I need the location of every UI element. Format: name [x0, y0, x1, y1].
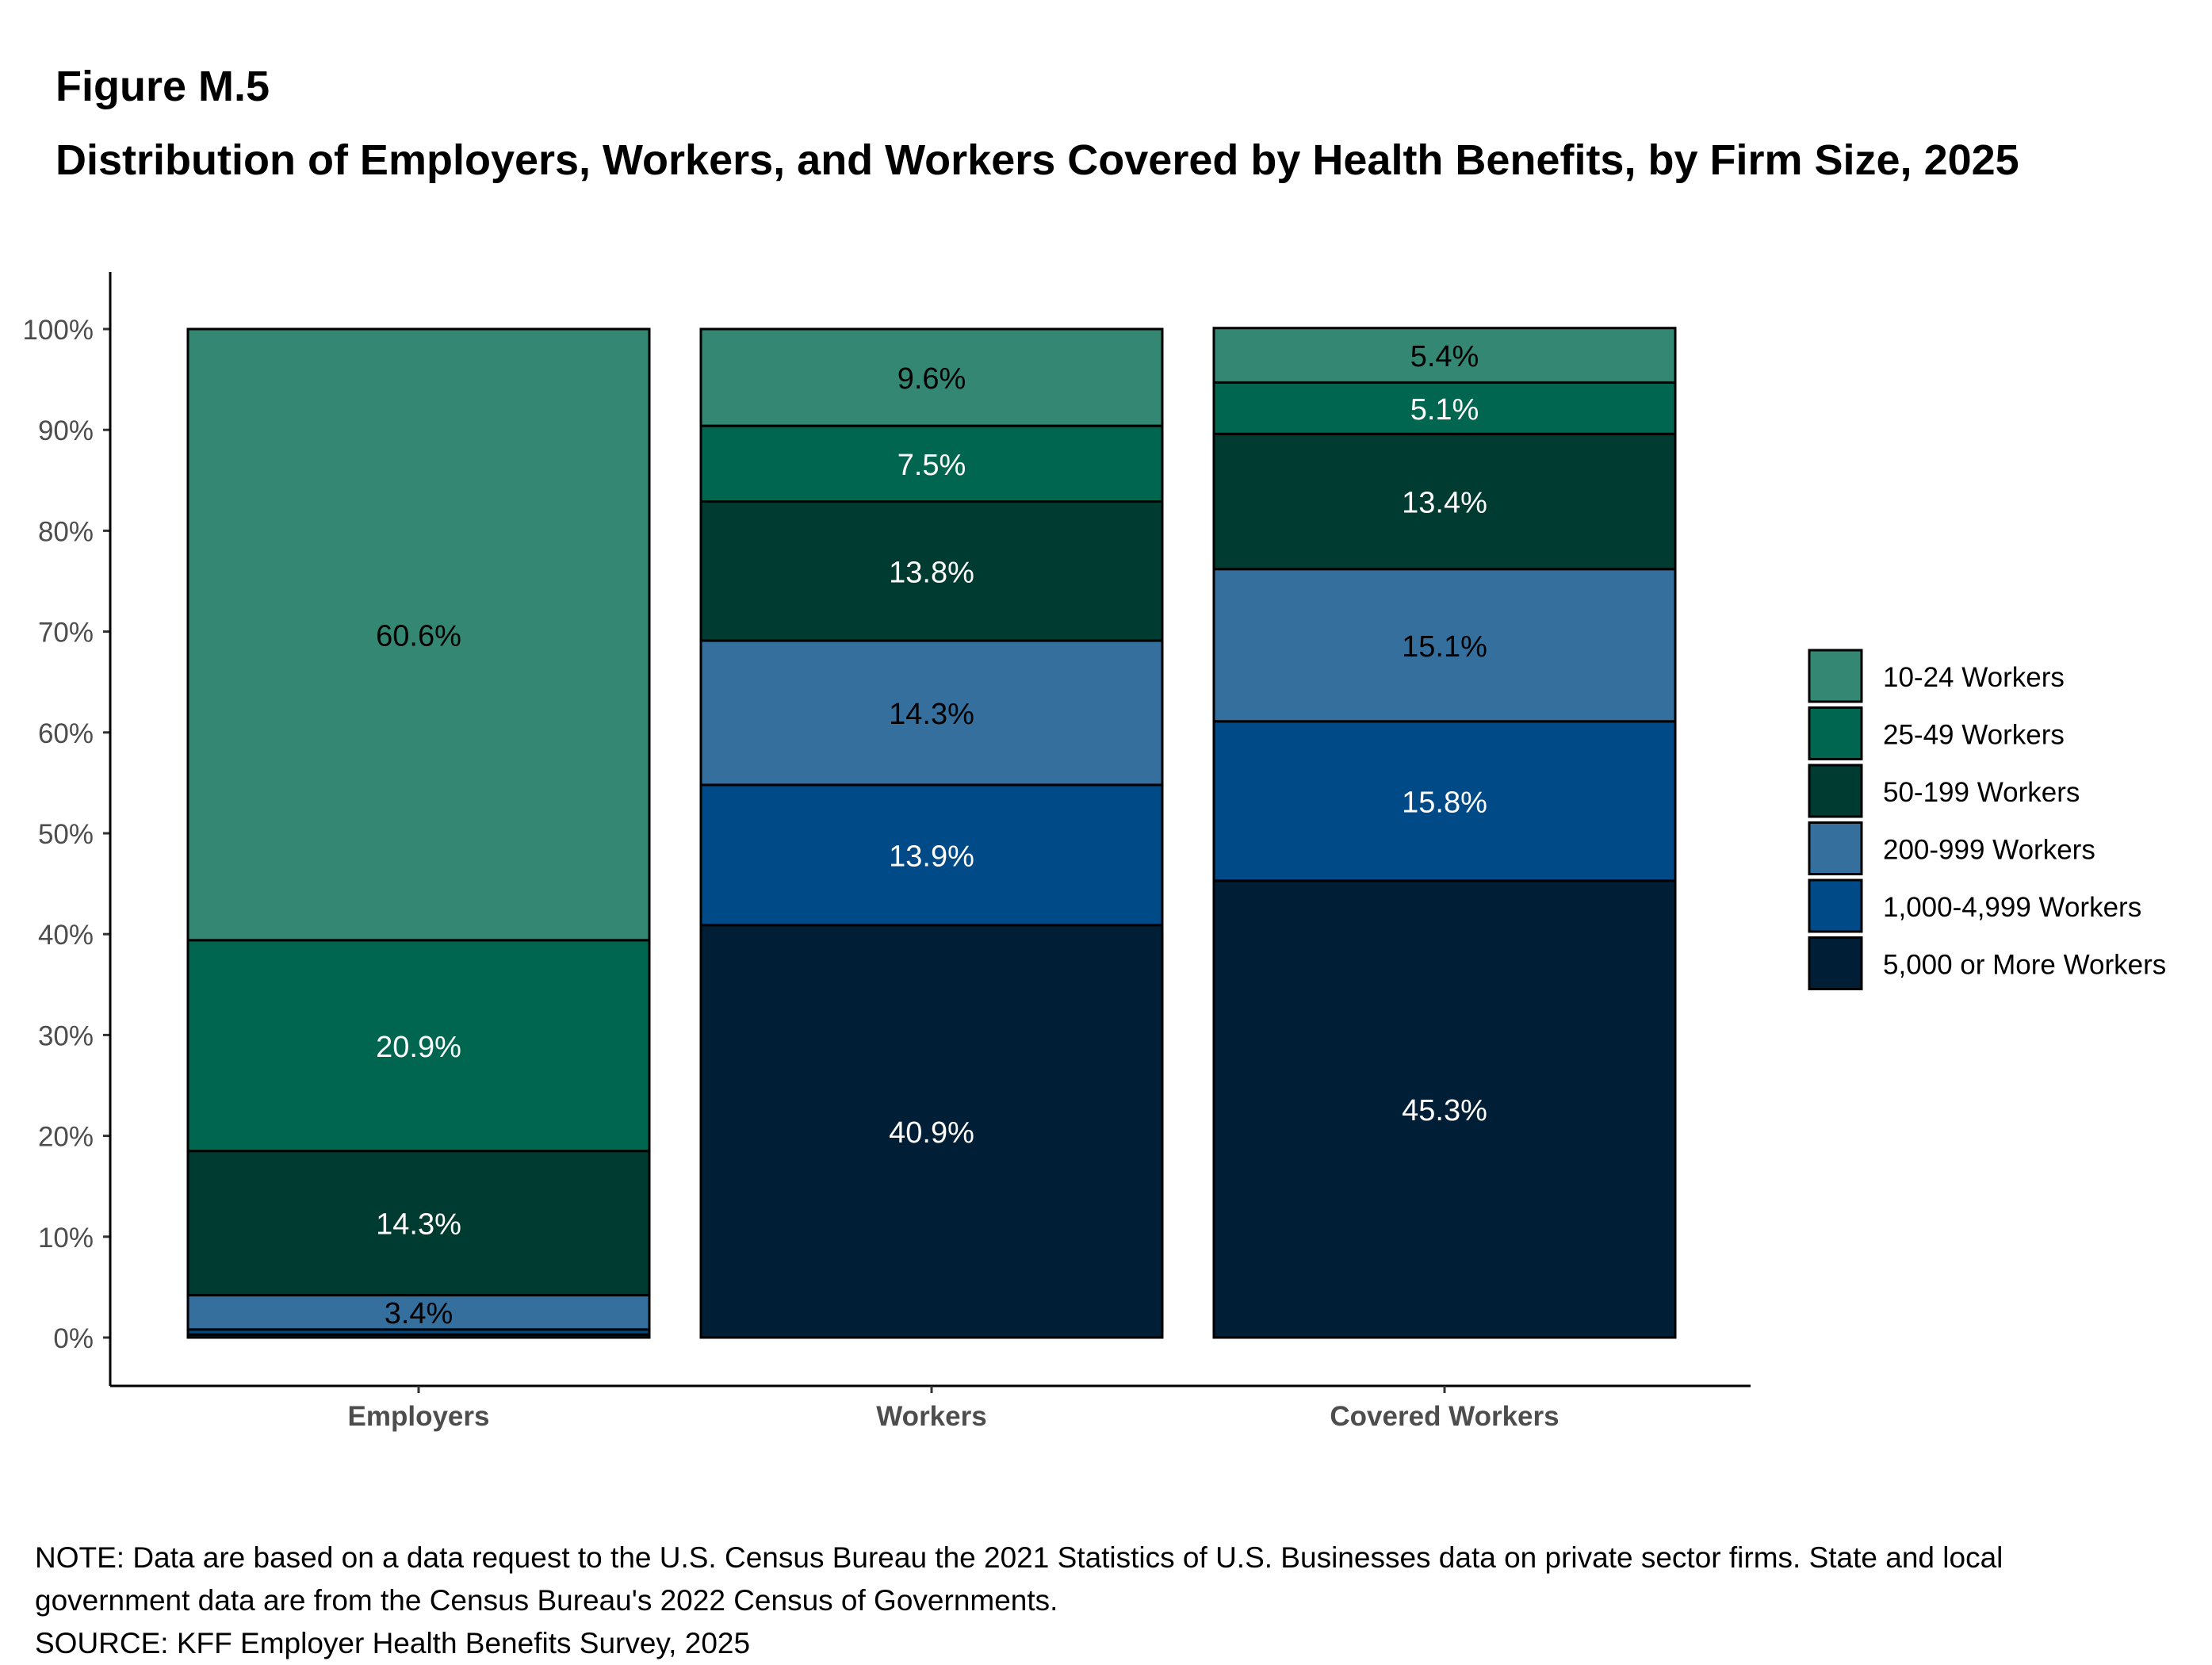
legend-swatch — [1808, 706, 1863, 760]
legend-swatch — [1808, 936, 1863, 990]
legend-swatch — [1808, 649, 1863, 703]
data-label: 5.1% — [1410, 393, 1479, 427]
x-tick-label: Workers — [876, 1401, 986, 1432]
chart-title: Distribution of Employers, Workers, and … — [55, 136, 2019, 184]
y-tick-label: 80% — [38, 516, 94, 547]
bar-segment — [699, 327, 1164, 427]
y-axis-ticks: 0% 10% 20% 30% 40% 50% 60% 70% 80% 90% 100% — [22, 315, 110, 1354]
legend-swatch — [1808, 878, 1863, 933]
y-tick-label: 20% — [38, 1122, 94, 1153]
bar-segment — [1212, 432, 1677, 571]
data-label: 15.8% — [1402, 786, 1487, 819]
y-tick-label: 70% — [38, 618, 94, 649]
y-tick-label: 10% — [38, 1223, 94, 1254]
data-label: 45.3% — [1402, 1094, 1487, 1127]
data-label: 13.4% — [1402, 487, 1487, 520]
data-label: 14.3% — [889, 698, 974, 731]
note-line-2: government data are from the Census Bure… — [35, 1584, 1058, 1617]
data-label: 3.4% — [385, 1297, 453, 1330]
bar-segment — [699, 924, 1164, 1339]
data-label: 7.5% — [897, 449, 966, 482]
legend-swatch — [1808, 764, 1863, 818]
legend-label: 1,000-4,999 Workers — [1883, 892, 2141, 923]
bar-segment — [1212, 879, 1677, 1339]
bar-segment — [1212, 568, 1677, 723]
data-label: 14.3% — [376, 1208, 461, 1242]
bar-segment — [699, 639, 1164, 787]
legend-label: 5,000 or More Workers — [1883, 950, 2166, 981]
y-tick-label: 50% — [38, 819, 94, 850]
legend-label: 10-24 Workers — [1883, 662, 2065, 693]
bar-segment — [186, 939, 651, 1153]
y-tick-label: 30% — [38, 1020, 94, 1051]
bar-segment — [186, 1150, 651, 1297]
chart-note: NOTE: Data are based on a data request t… — [35, 1537, 2176, 1665]
data-label: 20.9% — [376, 1031, 461, 1064]
figure-label: Figure M.5 — [55, 63, 270, 110]
legend: 10-24 Workers 25-49 Workers 50-199 Workers… — [1808, 649, 2166, 990]
data-label: 60.6% — [376, 619, 461, 653]
legend-label: 50-199 Workers — [1883, 777, 2080, 808]
x-tick-label: Employers — [348, 1401, 490, 1432]
data-label: 13.9% — [889, 840, 974, 873]
bar-segment — [1212, 327, 1677, 384]
y-tick-label: 0% — [53, 1323, 94, 1354]
data-label: 9.6% — [897, 362, 966, 396]
bar-segment — [1212, 381, 1677, 435]
data-label: 40.9% — [889, 1116, 974, 1150]
x-tick-label: Covered Workers — [1330, 1401, 1559, 1432]
y-tick-label: 40% — [38, 920, 94, 951]
y-tick-label: 60% — [38, 718, 94, 749]
y-tick-label: 100% — [22, 315, 94, 346]
stacked-bar-chart: 0% 10% 20% 30% 40% 50% 60% 70% 80% 90% 100% 3.4% 14… — [22, 272, 2166, 1432]
data-labels: 3.4% 14.3% 20.9% 60.6% 40.9% 13.9% 14.3% 13.8% 7… — [376, 340, 1487, 1330]
data-label: 13.8% — [889, 556, 974, 589]
legend-swatch — [1808, 821, 1863, 875]
bar-segment — [699, 500, 1164, 642]
bar-segment — [699, 783, 1164, 927]
source-line: SOURCE: KFF Employer Health Benefits Sur… — [35, 1627, 751, 1659]
legend-label: 200-999 Workers — [1883, 835, 2095, 866]
x-axis-labels: Employers Workers Covered Workers — [348, 1386, 1559, 1432]
legend-label: 25-49 Workers — [1883, 720, 2065, 751]
data-label: 15.1% — [1402, 630, 1487, 664]
bar-segments — [186, 327, 1677, 1339]
bar-segment — [1212, 720, 1677, 882]
bar-segment — [186, 327, 651, 942]
bar-segment — [699, 424, 1164, 503]
data-label: 5.4% — [1410, 340, 1479, 373]
y-tick-label: 90% — [38, 415, 94, 446]
note-line-1: NOTE: Data are based on a data request t… — [35, 1541, 2003, 1574]
